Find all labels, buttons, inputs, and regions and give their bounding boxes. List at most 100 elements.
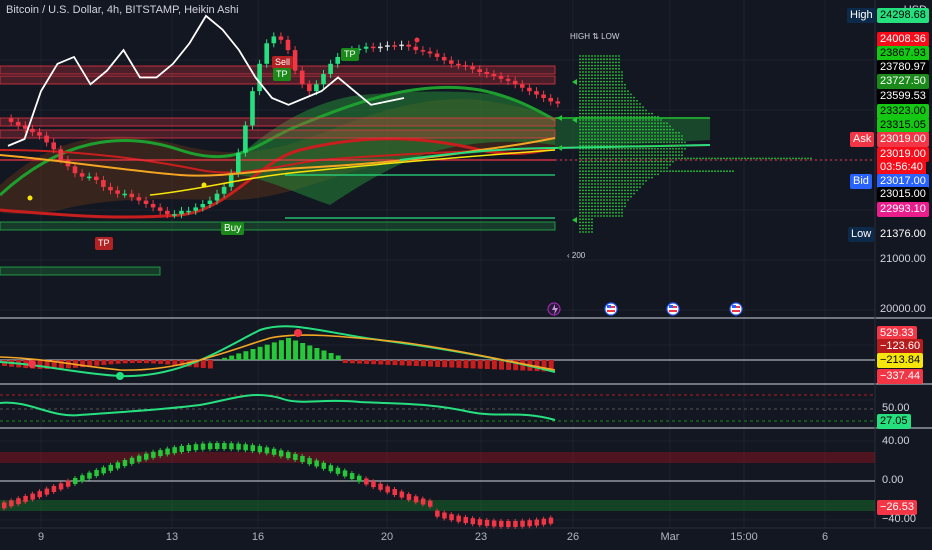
candle xyxy=(200,203,206,208)
profile-dot xyxy=(585,147,587,150)
profile-dot xyxy=(597,192,599,195)
profile-dot xyxy=(591,157,593,160)
profile-dot xyxy=(606,77,608,80)
macd-bar xyxy=(144,360,149,364)
candle xyxy=(214,193,220,201)
profile-dot xyxy=(597,128,599,131)
profile-dot xyxy=(726,157,728,160)
macd-bar xyxy=(136,360,142,364)
profile-dot xyxy=(651,160,653,163)
candle xyxy=(470,66,475,70)
profile-dot xyxy=(588,208,590,211)
profile-dot xyxy=(624,183,626,185)
profile-dot xyxy=(609,80,611,83)
time-tick: 13 xyxy=(165,531,179,543)
profile-dot xyxy=(582,77,584,80)
cloud-band xyxy=(555,118,710,148)
macd-bar xyxy=(484,360,490,369)
profile-dot xyxy=(597,77,599,80)
profile-dot xyxy=(654,135,656,137)
profile-dot xyxy=(672,144,674,147)
profile-dot xyxy=(627,167,629,169)
profile-dot xyxy=(618,67,620,70)
profile-dot xyxy=(654,173,656,176)
profile-dot xyxy=(621,154,623,157)
profile-dot xyxy=(642,141,644,144)
profile-dot xyxy=(582,122,584,125)
macd-bar xyxy=(435,360,441,367)
candle xyxy=(463,65,468,67)
profile-dot xyxy=(579,208,581,211)
profile-dot xyxy=(666,125,668,128)
profile-dot xyxy=(609,87,611,89)
profile-dot xyxy=(633,112,635,115)
profile-count[interactable]: ‹ 200 xyxy=(567,251,586,260)
profile-dot xyxy=(594,74,596,77)
macd-bar xyxy=(378,360,384,365)
candle xyxy=(427,51,433,54)
profile-dot xyxy=(606,215,608,217)
candle xyxy=(477,69,482,72)
profile-dot xyxy=(585,93,587,96)
profile-dot xyxy=(654,170,656,173)
osc-candle xyxy=(491,520,497,527)
profile-dot xyxy=(681,154,683,157)
profile-dot xyxy=(585,131,587,134)
profile-dot xyxy=(594,189,596,192)
profile-dot xyxy=(660,128,662,131)
profile-dot xyxy=(618,199,620,201)
macd-line xyxy=(0,325,556,378)
profile-dot xyxy=(621,144,623,147)
profile-dot xyxy=(588,179,590,182)
profile-dot xyxy=(582,199,584,201)
profile-dot xyxy=(588,106,590,109)
profile-dot xyxy=(579,163,581,166)
profile-dot xyxy=(588,224,590,227)
osc-candle xyxy=(129,457,135,464)
profile-dot xyxy=(579,103,581,105)
profile-dot xyxy=(588,119,590,121)
profile-dot xyxy=(582,80,584,83)
profile-dot xyxy=(636,141,638,144)
profile-dot xyxy=(606,87,608,89)
profile-arrow xyxy=(557,145,562,151)
profile-dot xyxy=(609,103,611,105)
profile-dot xyxy=(585,61,587,64)
profile-dot xyxy=(579,224,581,227)
profile-dot xyxy=(597,96,599,99)
osc-candle xyxy=(193,444,199,451)
osc-candle xyxy=(470,518,476,525)
profile-dot xyxy=(627,192,629,195)
profile-dot xyxy=(696,170,698,173)
profile-dot xyxy=(672,128,674,131)
profile-dot xyxy=(627,141,629,144)
profile-dot xyxy=(579,115,581,118)
profile-dot xyxy=(606,144,608,147)
osc-candle xyxy=(115,462,121,469)
profile-dot xyxy=(603,195,605,198)
profile-dot xyxy=(588,189,590,192)
profile-header[interactable]: HIGH ⇅ LOW xyxy=(570,32,620,41)
profile-dot xyxy=(666,147,668,150)
profile-dot xyxy=(681,135,683,137)
profile-dot xyxy=(585,122,587,125)
profile-dot xyxy=(612,87,614,89)
profile-dot xyxy=(621,151,623,153)
profile-dot xyxy=(597,55,599,57)
osc-candle xyxy=(179,445,184,452)
profile-dot xyxy=(582,103,584,105)
price-tag-ask: Ask xyxy=(850,132,875,147)
profile-dot xyxy=(747,157,749,160)
profile-dot xyxy=(588,87,590,89)
profile-dot xyxy=(678,151,680,153)
profile-dot xyxy=(612,83,614,86)
profile-dot xyxy=(753,157,755,160)
profile-dot xyxy=(645,170,647,173)
profile-dot xyxy=(603,112,605,115)
heikin-ashi-candles xyxy=(8,32,561,219)
profile-dot xyxy=(618,141,620,144)
profile-dot xyxy=(606,74,608,77)
profile-dot xyxy=(624,154,626,157)
profile-dot xyxy=(639,119,641,121)
